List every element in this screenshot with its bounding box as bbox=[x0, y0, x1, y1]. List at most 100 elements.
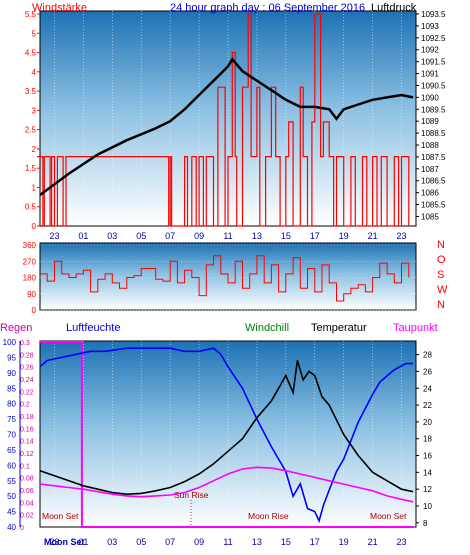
wind-pressure-series bbox=[37, 13, 414, 227]
pressure-tick-label: 1091.5 bbox=[421, 58, 446, 67]
temperature-tick-label: 20 bbox=[423, 418, 432, 427]
compass-label: S bbox=[437, 269, 444, 281]
pressure-tick-label: 1088 bbox=[421, 141, 439, 150]
chart-title: 24 hour graph day : 06 September 2016 bbox=[170, 2, 365, 14]
humidity-tick-label: 55 bbox=[7, 477, 16, 486]
series-taupunkt bbox=[39, 466, 414, 503]
rain-tick-label: 0.3 bbox=[20, 340, 30, 347]
wind-tick-label: 0 bbox=[32, 222, 37, 231]
time-tick-label: 17 bbox=[310, 537, 320, 547]
humidity-tick-label: 60 bbox=[7, 461, 16, 470]
temperature-tick-label: 12 bbox=[423, 485, 432, 494]
time-tick-label: 01 bbox=[78, 231, 88, 241]
humidity-axis-title: Luftfeuchte bbox=[66, 322, 120, 334]
rain-tick-label: 0.28 bbox=[20, 352, 34, 359]
series-wind-gust bbox=[37, 13, 410, 227]
time-tick-label: 13 bbox=[252, 231, 262, 241]
pressure-tick-label: 1093.5 bbox=[421, 10, 446, 19]
compass-label: N bbox=[437, 299, 445, 311]
rain-tick-label: 0.12 bbox=[20, 451, 34, 458]
humidity-tick-label: 80 bbox=[7, 400, 16, 409]
temperature-tick-label: 14 bbox=[423, 468, 432, 477]
rain-tick-label: 0.1 bbox=[20, 463, 30, 470]
humidity-tick-label: 90 bbox=[7, 369, 16, 378]
temperature-tick-label: 8 bbox=[423, 519, 428, 528]
pressure-tick-label: 1086 bbox=[421, 189, 439, 198]
pressure-axis-title: Luftdruck bbox=[371, 2, 417, 14]
pressure-tick-label: 1091 bbox=[421, 70, 439, 79]
series-luftfeuchte bbox=[39, 347, 414, 524]
time-tick-label: 09 bbox=[194, 537, 204, 547]
humidity-tick-label: 85 bbox=[7, 384, 16, 393]
time-axis-ticks-top: 23 01 03 05 07 09 11 13 15 17 19 21 23 bbox=[49, 231, 406, 241]
astro-annotations: Moon Set Sun Rise Moon Rise Moon Set bbox=[42, 490, 407, 527]
pressure-axis-ticks: 1085 1085.5 1086 1086.5 1087 1087.5 1088 1088.5… bbox=[416, 10, 446, 221]
pressure-tick-label: 1092 bbox=[421, 46, 439, 55]
time-tick-label: 21 bbox=[368, 537, 378, 547]
humidity-tick-label: 40 bbox=[7, 523, 16, 532]
wind-pressure-panel: Windstärke 24 hour graph day : 06 Septem… bbox=[25, 2, 446, 241]
temperature-label: Temperatur bbox=[311, 322, 367, 334]
series-luftdruck bbox=[39, 57, 414, 197]
pressure-tick-label: 1085 bbox=[421, 212, 439, 221]
pressure-tick-label: 1090 bbox=[421, 93, 439, 102]
temperature-tick-label: 22 bbox=[423, 401, 432, 410]
dewpoint-label: Taupunkt bbox=[393, 322, 438, 334]
time-tick-label: 11 bbox=[223, 231, 232, 241]
series-temperatur bbox=[39, 360, 414, 496]
rain-axis-title: Regen bbox=[0, 322, 32, 334]
astro-annotation: Moon Rise bbox=[248, 511, 289, 521]
wind-tick-label: 3.5 bbox=[25, 87, 37, 96]
pressure-tick-label: 1090.5 bbox=[421, 81, 446, 90]
time-tick-label: 23 bbox=[49, 231, 59, 241]
time-tick-label: 07 bbox=[165, 537, 175, 547]
pressure-tick-label: 1087 bbox=[421, 165, 439, 174]
time-tick-label: 15 bbox=[281, 231, 291, 241]
wind-tick-label: 4.5 bbox=[25, 49, 37, 58]
rain-axis-ticks: 0 0.02 0.04 0.06 0.08 0.1 0.12 0.14 0.16 0.18 0.2 0… bbox=[20, 340, 34, 532]
direction-tick-label: 90 bbox=[27, 290, 36, 299]
rain-tick-label: 0.22 bbox=[20, 389, 34, 396]
time-tick-label: 15 bbox=[281, 537, 291, 547]
direction-tick-label: 270 bbox=[23, 257, 37, 266]
wind-tick-label: 5 bbox=[32, 29, 37, 38]
rain-tick-label: 0.24 bbox=[20, 377, 34, 384]
rain-tick-label: 0 bbox=[20, 525, 24, 532]
windchill-label: Windchill bbox=[245, 322, 289, 334]
time-tick-label: 19 bbox=[339, 231, 349, 241]
series-regen bbox=[40, 341, 414, 528]
time-tick-label: 01 bbox=[78, 537, 88, 547]
wind-axis-ticks: 0 0.5 1 1.5 2 2.5 3 3.5 4 4.5 5 5.5 bbox=[25, 10, 40, 231]
pressure-tick-label: 1087.5 bbox=[421, 153, 446, 162]
pressure-tick-label: 1093 bbox=[421, 22, 439, 31]
wind-tick-label: 4 bbox=[32, 68, 37, 77]
time-tick-label: 07 bbox=[165, 231, 175, 241]
astro-annotation: Moon Set bbox=[42, 511, 79, 521]
astro-annotation: Moon Set bbox=[370, 511, 407, 521]
direction-tick-label: 0 bbox=[32, 306, 37, 315]
series-wind-direction bbox=[40, 255, 410, 302]
direction-tick-label: 360 bbox=[23, 241, 37, 250]
pressure-tick-label: 1086.5 bbox=[421, 177, 446, 186]
wind-tick-label: 0.5 bbox=[25, 203, 37, 212]
astro-annotation: Sun Rise bbox=[174, 490, 209, 500]
rain-tick-label: 0.26 bbox=[20, 365, 34, 372]
time-tick-label: 03 bbox=[107, 231, 117, 241]
wind-tick-label: 1 bbox=[32, 183, 37, 192]
time-tick-label: 23 bbox=[397, 537, 407, 547]
wind-direction-ticks: 0 90 180 270 360 bbox=[23, 241, 37, 315]
rain-tick-label: 0.14 bbox=[20, 439, 34, 446]
rain-tick-label: 0.2 bbox=[20, 402, 30, 409]
humidity-tick-label: 65 bbox=[7, 446, 16, 455]
time-tick-label: 05 bbox=[136, 537, 146, 547]
rain-tick-label: 0.06 bbox=[20, 488, 34, 495]
temperature-tick-label: 18 bbox=[423, 435, 432, 444]
wind-tick-label: 1.5 bbox=[25, 164, 37, 173]
humidity-axis-ticks: 40 45 50 55 60 65 70 75 80 85 90 95 100 bbox=[3, 338, 21, 532]
time-tick-label: 17 bbox=[310, 231, 320, 241]
pressure-tick-label: 1085.5 bbox=[421, 201, 446, 210]
time-tick-label: 03 bbox=[107, 537, 117, 547]
temperature-axis-ticks: 8 10 12 14 16 18 20 22 24 26 28 bbox=[416, 351, 432, 528]
